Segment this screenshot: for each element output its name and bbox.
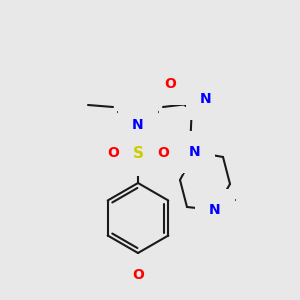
Text: O: O — [164, 77, 176, 91]
Text: N: N — [132, 118, 144, 132]
Text: S: S — [133, 146, 143, 160]
Text: O: O — [132, 268, 144, 282]
Text: O: O — [157, 146, 169, 160]
Text: N: N — [189, 145, 201, 159]
Text: O: O — [107, 146, 119, 160]
Text: N: N — [209, 203, 221, 217]
Text: N: N — [200, 92, 212, 106]
